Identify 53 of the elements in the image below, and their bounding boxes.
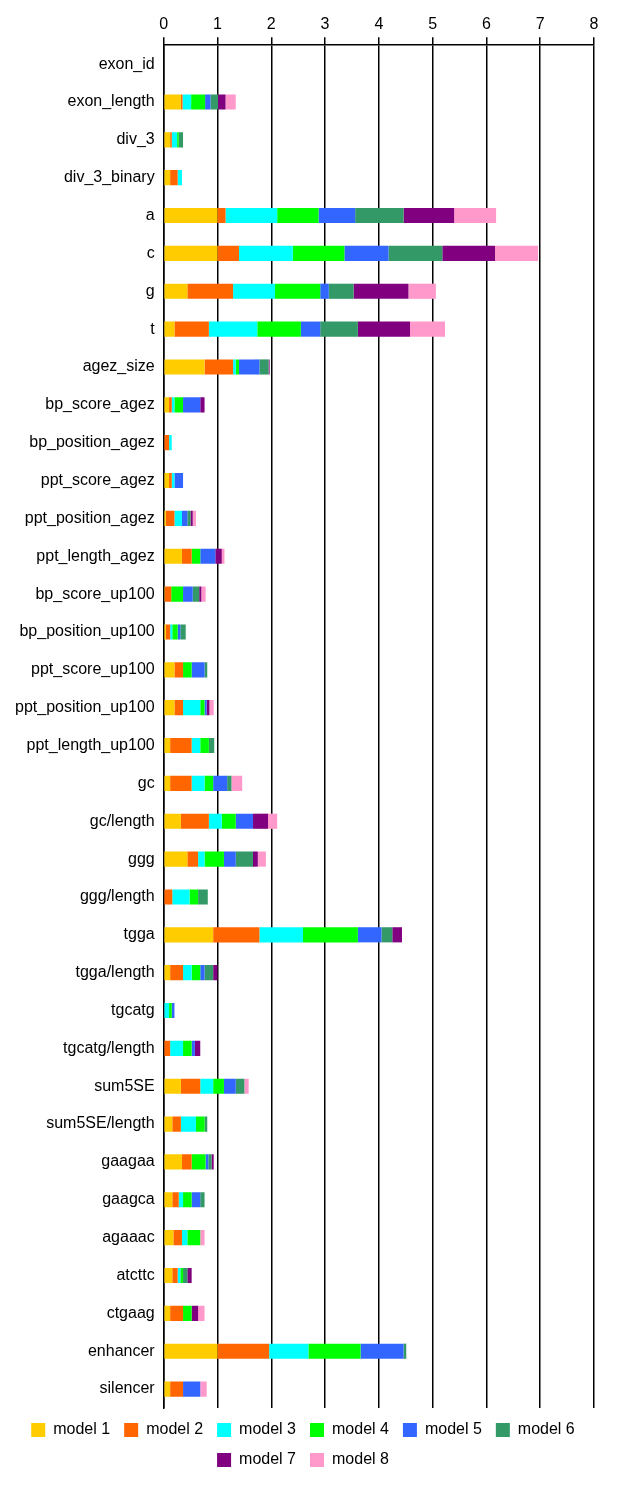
x-tick-label: 5	[428, 15, 438, 33]
y-tick-label: ppt_position_up100	[14, 698, 155, 717]
y-tick-label: exon_length	[67, 92, 155, 111]
legend-label: model 3	[239, 1420, 297, 1438]
legend-label: model 8	[332, 1450, 390, 1468]
y-tick-label: silencer	[99, 1379, 156, 1397]
y-tick-label: agez_size	[82, 357, 155, 376]
y-tick-label: t	[150, 319, 156, 337]
y-tick-label: a	[145, 205, 155, 223]
y-tick-label: tgga	[123, 925, 155, 943]
y-tick-label: sum5SE	[94, 1076, 155, 1094]
legend-label: model 2	[146, 1420, 204, 1438]
y-tick-label: ppt_score_up100	[31, 660, 155, 679]
legend-label: model 6	[517, 1420, 575, 1438]
y-tick-label: div_3	[116, 130, 155, 149]
x-tick-label: 6	[481, 15, 491, 33]
y-tick-label: c	[146, 243, 155, 261]
x-tick-label: 2	[266, 15, 276, 33]
y-tick-label: ppt_score_agez	[40, 470, 155, 489]
y-tick-label: ppt_length_up100	[26, 735, 155, 754]
y-tick-label: ppt_length_agez	[36, 546, 155, 565]
y-tick-label: g	[145, 281, 155, 299]
x-tick-label: 4	[374, 15, 384, 33]
y-tick-label: bp_score_up100	[35, 584, 155, 603]
y-tick-label: exon_id	[98, 54, 155, 73]
x-tick-label: 1	[213, 15, 223, 33]
x-tick-label: 7	[535, 15, 545, 33]
legend-label: model 4	[332, 1420, 390, 1438]
y-tick-label: div_3_binary	[63, 168, 155, 187]
y-tick-label: gaagaa	[101, 1152, 155, 1170]
y-tick-label: ggg/length	[79, 887, 155, 905]
y-tick-label: tgcatg	[111, 1000, 155, 1018]
y-tick-label: gaagca	[102, 1190, 155, 1208]
y-tick-label: gc	[137, 773, 155, 791]
y-tick-label: enhancer	[87, 1341, 156, 1359]
y-tick-label: ctgaag	[106, 1303, 155, 1321]
y-tick-label: ggg	[127, 849, 155, 867]
y-tick-label: bp_position_up100	[19, 622, 155, 641]
y-tick-label: tgcatg/length	[63, 1038, 155, 1056]
y-tick-label: bp_score_agez	[45, 395, 155, 414]
y-tick-label: ppt_position_agez	[24, 508, 155, 527]
legend-label: model 7	[239, 1450, 297, 1468]
x-tick-label: 3	[320, 15, 330, 33]
y-tick-label: atcttc	[116, 1265, 155, 1283]
y-tick-label: bp_position_agez	[29, 433, 155, 452]
x-tick-label: 0	[159, 15, 169, 33]
legend-label: model 5	[424, 1420, 482, 1438]
y-tick-label: agaaac	[102, 1228, 155, 1246]
x-tick-label: 8	[589, 15, 599, 33]
y-tick-label: sum5SE/length	[46, 1114, 155, 1132]
y-tick-label: tgga/length	[75, 963, 155, 981]
y-tick-label: gc/length	[89, 811, 155, 829]
legend-label: model 1	[53, 1420, 111, 1438]
